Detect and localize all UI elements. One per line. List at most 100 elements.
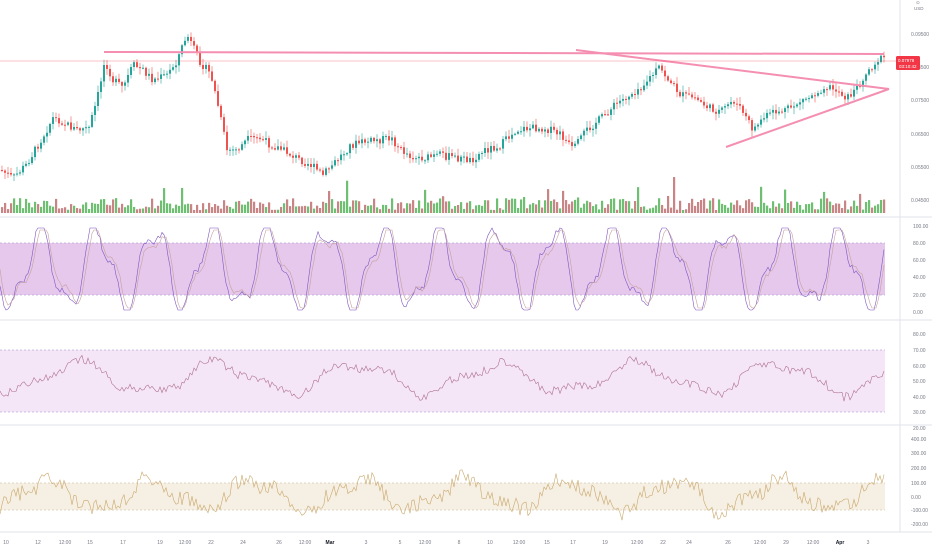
candle-body: [82, 128, 84, 131]
candle-body: [433, 154, 435, 157]
candle-body: [799, 102, 801, 105]
candle-body: [37, 146, 39, 149]
volume-bars: [1, 177, 886, 213]
volume-bar: [379, 209, 382, 213]
trendlines[interactable]: [103, 49, 890, 148]
volume-bar: [259, 202, 262, 213]
candle-body: [115, 78, 117, 83]
volume-bar: [706, 208, 709, 213]
candle-body: [775, 109, 777, 114]
candle-body: [247, 135, 249, 141]
volume-bar: [208, 202, 211, 213]
candle-body: [187, 36, 189, 41]
volume-bar: [310, 201, 313, 213]
volume-bar: [70, 204, 73, 213]
volume-bar: [667, 196, 670, 213]
volume-bar: [403, 208, 406, 213]
candle-body: [817, 93, 819, 96]
volume-bar: [211, 207, 214, 213]
candle-body: [631, 93, 633, 97]
volume-bar: [442, 196, 445, 213]
candle-body: [319, 169, 321, 171]
cci-tick-label: 400.00: [911, 437, 927, 443]
candle-body: [109, 68, 111, 77]
volume-bar: [712, 198, 715, 213]
candle-body: [256, 137, 258, 139]
volume-bar: [199, 209, 202, 213]
time-tick-label: 8: [458, 540, 461, 546]
stoch-band-fill: [0, 243, 885, 295]
volume-bar: [19, 198, 22, 213]
rsi-axis[interactable]: 80.00 70.00 60.00 50.00 40.00 30.00 20.00: [913, 332, 926, 432]
volume-bar: [325, 202, 328, 213]
time-axis[interactable]: 10 12 12:00 15 17 19 12:00 22 24 26 12:00 Mar 3 5 12:0…: [3, 540, 869, 546]
triangle-upper-line[interactable]: [575, 49, 890, 90]
volume-bar: [250, 198, 253, 213]
resistance-line[interactable]: [103, 51, 885, 55]
triangle-lower-line[interactable]: [725, 88, 890, 148]
volume-bar: [583, 203, 586, 213]
price-tick-label: 0.04500: [911, 198, 929, 204]
volume-bar: [25, 198, 28, 213]
candle-body: [367, 141, 369, 143]
candle-body: [547, 129, 549, 134]
candle-body: [718, 109, 720, 114]
candle-body: [778, 111, 780, 114]
candle-body: [616, 102, 618, 104]
candle-body: [592, 128, 594, 131]
volume-bar: [649, 208, 652, 213]
volume-bar: [688, 203, 691, 213]
candle-body: [388, 136, 390, 141]
volume-bar: [640, 206, 643, 213]
candle-body: [307, 163, 309, 166]
volume-bar: [607, 204, 610, 213]
volume-bar: [226, 205, 229, 213]
price-axis[interactable]: 0.09500 0.08500 0.07500 0.06500 0.05500 0.045…: [911, 32, 929, 204]
candle-body: [286, 147, 288, 154]
candle-body: [415, 158, 417, 160]
stoch-tick-label: 0.00: [913, 310, 923, 316]
volume-bar: [721, 203, 724, 213]
volume-bar: [832, 205, 835, 213]
stoch-axis[interactable]: 100.00 80.00 60.00 40.00 20.00 0.00: [913, 224, 929, 316]
volume-bar: [793, 207, 796, 213]
candle-body: [460, 156, 462, 162]
candle-body: [640, 89, 642, 91]
candle-body: [457, 155, 459, 162]
candle-body: [610, 109, 612, 115]
candle-body: [478, 153, 480, 160]
candle-body: [619, 100, 621, 104]
candle-body: [178, 54, 180, 66]
candle-body: [394, 137, 396, 147]
candle-body: [49, 123, 51, 133]
volume-bar: [370, 205, 373, 213]
volume-bar: [853, 200, 856, 213]
volume-bar: [799, 204, 802, 213]
candle-body: [232, 149, 234, 151]
volume-bar: [103, 199, 106, 213]
volume-bar: [598, 209, 601, 213]
time-tick-label: 12:00: [631, 540, 644, 546]
volume-bar: [334, 208, 337, 213]
candle-body: [1, 170, 3, 171]
time-tick-label: 19: [602, 540, 608, 546]
volume-bar: [112, 199, 115, 213]
volume-bar: [346, 180, 349, 213]
time-tick-label: Apr: [836, 540, 845, 546]
time-tick-label: 12:00: [299, 540, 312, 546]
volume-bar: [316, 205, 319, 213]
volume-bar: [589, 202, 592, 213]
volume-bar: [661, 204, 664, 213]
volume-bar: [172, 208, 175, 213]
volume-bar: [184, 204, 187, 213]
candle-body: [787, 105, 789, 109]
candle-body: [763, 118, 765, 120]
volume-bar: [742, 208, 745, 213]
candle-body: [649, 76, 651, 82]
volume-bar: [523, 196, 526, 213]
candlesticks: [1, 32, 885, 182]
volume-bar: [265, 207, 268, 213]
candle-body: [556, 129, 558, 135]
cci-axis[interactable]: 400.00 300.00 200.00 100.00 0.00 -100.00 -200.…: [911, 437, 928, 528]
